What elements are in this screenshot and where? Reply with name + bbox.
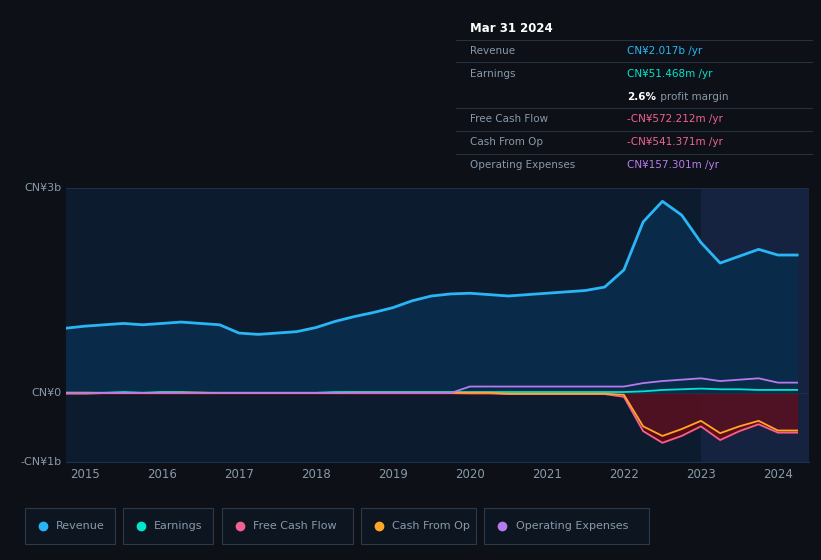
Text: CN¥0: CN¥0 [32, 389, 62, 398]
Bar [701, 188, 809, 462]
Text: -CN¥541.371m /yr: -CN¥541.371m /yr [627, 137, 723, 147]
Text: Cash From Op: Cash From Op [392, 521, 470, 531]
Text: 2.6%: 2.6% [627, 92, 656, 101]
Text: profit margin: profit margin [658, 92, 729, 101]
Text: Revenue: Revenue [470, 46, 515, 56]
Text: Mar 31 2024: Mar 31 2024 [470, 22, 553, 35]
Text: CN¥157.301m /yr: CN¥157.301m /yr [627, 160, 719, 170]
Text: Operating Expenses: Operating Expenses [470, 160, 576, 170]
Text: Free Cash Flow: Free Cash Flow [253, 521, 337, 531]
Text: CN¥51.468m /yr: CN¥51.468m /yr [627, 69, 713, 79]
Text: -CN¥1b: -CN¥1b [21, 457, 62, 467]
FancyBboxPatch shape [361, 508, 476, 544]
FancyBboxPatch shape [484, 508, 649, 544]
Text: CN¥2.017b /yr: CN¥2.017b /yr [627, 46, 702, 56]
Text: -CN¥572.212m /yr: -CN¥572.212m /yr [627, 114, 723, 124]
FancyBboxPatch shape [123, 508, 213, 544]
Text: Earnings: Earnings [154, 521, 203, 531]
FancyBboxPatch shape [222, 508, 353, 544]
FancyBboxPatch shape [25, 508, 115, 544]
Text: Cash From Op: Cash From Op [470, 137, 543, 147]
Text: CN¥3b: CN¥3b [25, 183, 62, 193]
Text: Free Cash Flow: Free Cash Flow [470, 114, 548, 124]
Text: Earnings: Earnings [470, 69, 516, 79]
Text: Operating Expenses: Operating Expenses [516, 521, 628, 531]
Text: Revenue: Revenue [56, 521, 104, 531]
